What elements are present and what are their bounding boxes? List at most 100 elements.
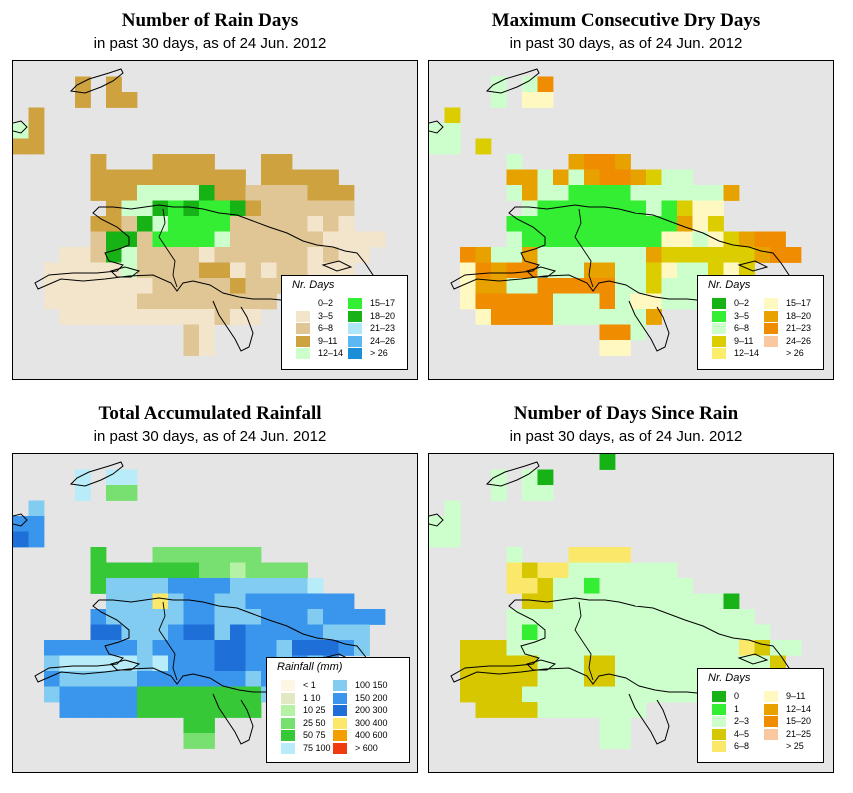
grid-cell	[491, 485, 507, 501]
grid-cell	[615, 262, 631, 279]
grid-cell	[230, 655, 246, 672]
legend-label: > 26	[370, 348, 388, 358]
grid-cell	[245, 262, 262, 279]
grid-cell	[354, 640, 370, 656]
grid-cell	[599, 547, 616, 563]
grid-cell	[599, 262, 616, 279]
grid-cell	[230, 278, 246, 294]
grid-cell	[121, 293, 138, 310]
grid-cell	[75, 309, 91, 325]
grid-cell	[537, 702, 554, 718]
grid-cell	[106, 469, 122, 486]
grid-cell	[183, 262, 200, 279]
grid-cell	[475, 262, 492, 279]
grid-cell	[630, 671, 647, 687]
grid-cell	[245, 278, 262, 294]
grid-cell	[75, 655, 91, 672]
grid-cell	[522, 185, 538, 201]
grid-cell	[214, 578, 231, 594]
grid-cell	[770, 231, 786, 248]
legend-title: Nr. Days	[708, 279, 751, 291]
grid-cell	[183, 640, 200, 656]
grid-cell	[460, 278, 476, 294]
grid-cell	[723, 593, 740, 610]
grid-cell	[522, 686, 538, 703]
grid-cell	[261, 185, 277, 201]
grid-cell	[106, 562, 122, 579]
grid-cell	[199, 185, 215, 201]
grid-cell	[661, 185, 678, 201]
legend-label: 6–8	[318, 323, 334, 333]
grid-cell	[137, 593, 153, 610]
grid-cell	[230, 216, 246, 232]
grid-cell	[661, 169, 678, 186]
grid-cell	[183, 340, 200, 356]
grid-cell	[245, 671, 262, 687]
grid-cell	[584, 154, 600, 170]
grid-cell	[646, 686, 662, 703]
grid-cell	[152, 200, 169, 217]
grid-cell	[429, 531, 445, 548]
grid-cell	[615, 686, 631, 703]
legend-swatch	[764, 716, 778, 727]
grid-cell	[506, 686, 523, 703]
grid-cell	[661, 686, 678, 703]
grid-cell	[584, 671, 600, 687]
grid-cell	[692, 593, 709, 610]
grid-cell	[553, 640, 569, 656]
grid-cell	[292, 169, 308, 186]
grid-cell	[276, 154, 293, 170]
legend-swatch	[764, 703, 778, 715]
grid-cell	[230, 562, 246, 579]
grid-cell	[168, 200, 184, 217]
legend-label: 9–11	[786, 691, 806, 701]
grid-cell	[44, 278, 60, 294]
grid-cell	[106, 185, 122, 201]
grid-cell	[646, 262, 662, 279]
grid-cell	[615, 185, 631, 201]
grid-cell	[137, 200, 153, 217]
grid-cell	[785, 640, 802, 656]
grid-cell	[723, 185, 740, 201]
legend-label: 6–8	[734, 323, 750, 333]
grid-cell	[90, 293, 107, 310]
grid-cell	[338, 200, 355, 217]
grid-cell	[106, 640, 122, 656]
legend-swatch	[712, 323, 726, 334]
grid-cell	[230, 578, 246, 594]
grid-cell	[568, 309, 585, 325]
legend-label: 24–26	[370, 335, 396, 346]
grid-cell	[444, 531, 461, 548]
grid-cell	[59, 686, 76, 703]
grid-cell	[44, 686, 60, 703]
grid-cell	[261, 154, 277, 170]
grid-cell	[646, 216, 662, 232]
grid-cell	[90, 169, 107, 186]
grid-cell	[553, 624, 569, 641]
legend-swatch	[333, 717, 347, 729]
grid-cell	[522, 485, 538, 501]
legend-label: 24–26	[786, 335, 812, 346]
grid-cell	[444, 500, 461, 517]
grid-cell	[261, 231, 277, 248]
grid-cell	[261, 593, 277, 610]
grid-cell	[245, 640, 262, 656]
legend-swatch	[348, 298, 362, 309]
grid-cell	[677, 262, 693, 279]
grid-cell	[152, 702, 169, 718]
grid-cell	[168, 278, 184, 294]
grid-cell	[599, 169, 616, 186]
grid-cell	[599, 609, 616, 625]
grid-cell	[121, 485, 138, 501]
grid-cell	[677, 671, 693, 687]
legend-label: 25 50	[303, 717, 326, 728]
grid-cell	[475, 278, 492, 294]
panel-title: Number of Rain Days	[121, 10, 299, 31]
grid-cell	[199, 247, 215, 263]
grid-cell	[121, 278, 138, 294]
grid-cell	[276, 624, 293, 641]
grid-cell	[646, 562, 662, 579]
grid-cell	[770, 247, 786, 263]
grid-cell	[537, 216, 554, 232]
grid-cell	[460, 671, 476, 687]
